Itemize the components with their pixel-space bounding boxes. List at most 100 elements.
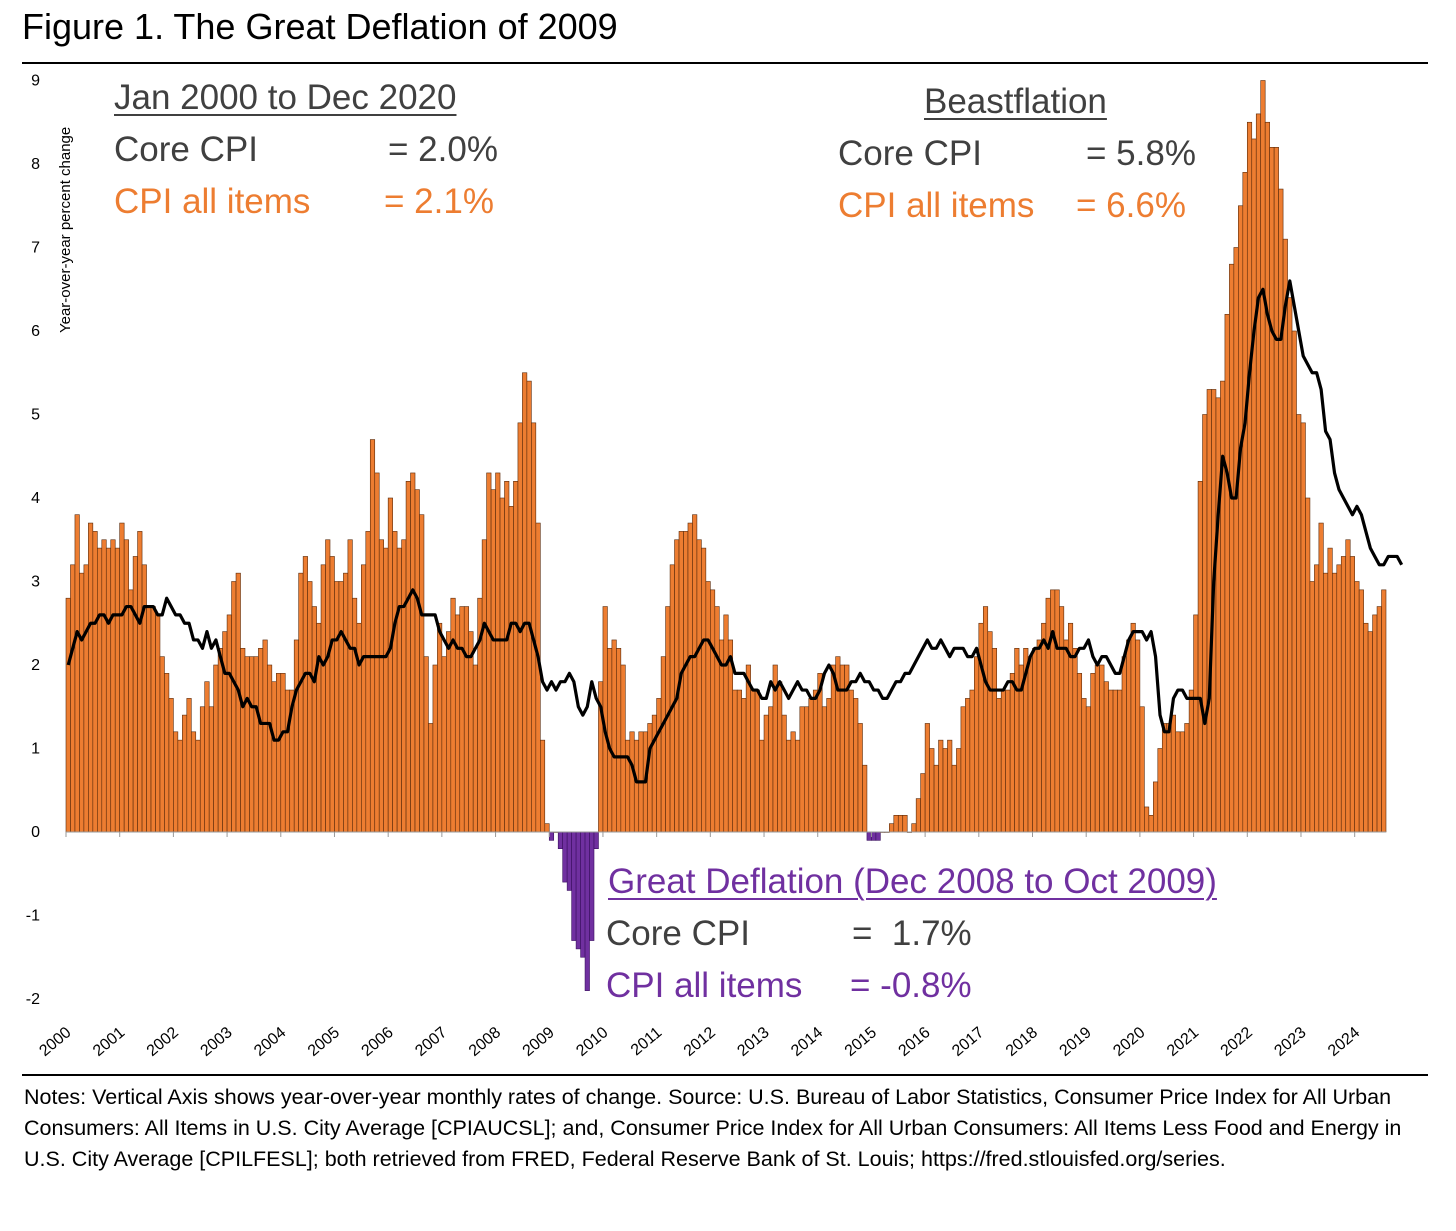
cpi-bar <box>329 556 335 833</box>
cpi-bar <box>625 739 631 833</box>
cpi-bar <box>714 606 720 833</box>
y-tick-label: 0 <box>31 824 40 841</box>
notes-text: Notes: Vertical Axis shows year-over-yea… <box>24 1085 1402 1171</box>
cpi-bar <box>804 706 810 833</box>
cpi-bar <box>1381 589 1387 833</box>
cpi-bar <box>1264 121 1270 833</box>
cpi-bar <box>1072 647 1078 833</box>
y-tick-label: 6 <box>31 323 40 340</box>
y-tick-label: 5 <box>31 407 40 424</box>
x-tick-label: 2003 <box>197 1024 235 1060</box>
cpi-bar <box>1090 673 1096 833</box>
cpi-bar <box>365 531 371 833</box>
cpi-bar <box>352 597 358 833</box>
cpi-bar <box>1220 380 1226 833</box>
cpi-bar <box>204 681 210 833</box>
cpi-bar <box>817 673 823 833</box>
x-tick-label: 2013 <box>734 1024 772 1060</box>
cpi-bar <box>302 556 308 833</box>
x-tick-label: 2022 <box>1218 1024 1256 1060</box>
cpi-bar <box>745 664 751 833</box>
x-tick-label: 2000 <box>36 1024 74 1060</box>
cpi-bar <box>1238 205 1244 833</box>
cpi-bar <box>441 656 447 833</box>
beast-all-value: = 6.6% <box>1076 186 1186 225</box>
cpi-bar <box>463 606 470 833</box>
cpi-bar <box>750 689 756 833</box>
y-axis-title: Year-over-year percent change <box>57 126 74 333</box>
cpi-bar <box>1179 731 1185 833</box>
beast-core-value: = 5.8% <box>1086 134 1196 173</box>
cpi-bar <box>307 581 313 833</box>
cpi-bar <box>1296 414 1302 833</box>
cpi-bar <box>821 706 827 833</box>
cpi-bar <box>1157 748 1163 833</box>
cpi-bar <box>311 606 317 833</box>
cpi-bar <box>862 764 868 833</box>
cpi-bar <box>1184 723 1190 833</box>
cpi-bar <box>701 547 707 833</box>
cpi-bar <box>410 472 416 833</box>
cpi-bar <box>620 664 626 833</box>
cpi-bar <box>495 472 501 833</box>
x-tick-label: 2024 <box>1325 1024 1363 1060</box>
cpi-bar <box>1027 656 1033 833</box>
cpi-bar <box>960 706 966 833</box>
cpi-bar <box>419 514 425 833</box>
cpi-bar <box>383 547 389 833</box>
cpi-bar <box>437 622 443 833</box>
y-tick-label: 8 <box>31 156 40 173</box>
cpi-bar <box>763 714 769 833</box>
cpi-bar <box>1336 564 1342 833</box>
cpi-bar <box>1291 330 1297 833</box>
period-heading: Jan 2000 to Dec 2020 <box>114 78 457 117</box>
cpi-bar <box>1358 589 1364 833</box>
cpi-bar <box>1318 522 1324 833</box>
x-tick-label: 2023 <box>1271 1024 1309 1060</box>
cpi-bar <box>1309 581 1315 833</box>
cpi-bar <box>1139 706 1145 833</box>
cpi-bar <box>490 489 496 833</box>
cpi-bar <box>481 539 487 833</box>
cpi-bar <box>459 606 465 833</box>
cpi-bar <box>1367 631 1373 833</box>
cpi-bar <box>857 723 863 833</box>
period-all-label: CPI all items <box>114 182 311 221</box>
cpi-bar <box>1103 681 1109 833</box>
cpi-bar <box>616 647 622 833</box>
cpi-bar <box>262 639 268 833</box>
cpi-bar <box>405 480 411 833</box>
cpi-bar <box>338 581 344 833</box>
cpi-bar <box>1009 673 1015 833</box>
cpi-bar <box>267 664 273 833</box>
cpi-bar <box>1121 656 1127 833</box>
x-tick-label: 2002 <box>144 1024 182 1060</box>
cpi-bar <box>808 698 814 833</box>
cpi-bar <box>947 739 953 833</box>
x-tick-label: 2010 <box>573 1024 611 1060</box>
cpi-bar <box>1269 147 1275 833</box>
chart-area: -2 -1 0 1 2 3 4 5 6 7 8 9 2000 2001 2002 2003 2004 2005 2… <box>26 73 1404 1060</box>
cpi-bar <box>902 814 908 833</box>
cpi-bar <box>584 831 590 991</box>
cpi-bar <box>938 739 944 833</box>
cpi-bar <box>633 739 640 833</box>
cpi-bar <box>128 589 134 833</box>
cpi-bar <box>1376 606 1382 833</box>
cpi-bar <box>718 639 725 833</box>
figure-title: Figure 1. The Great Deflation of 2009 <box>22 6 618 47</box>
cpi-bar <box>231 581 237 833</box>
x-tick-label: 2004 <box>251 1024 289 1060</box>
cpi-bar <box>593 831 599 850</box>
cpi-bar <box>173 731 179 833</box>
x-tick-label: 2006 <box>359 1024 397 1060</box>
cpi-bar <box>1112 689 1118 833</box>
cpi-bar <box>589 831 595 941</box>
cpi-bar <box>508 506 514 833</box>
cpi-bar <box>1144 806 1150 833</box>
x-tick-label: 2001 <box>90 1024 128 1060</box>
cpi-bar <box>83 564 89 833</box>
cpi-bar <box>911 823 917 833</box>
cpi-bar <box>132 556 138 833</box>
cpi-bar <box>159 656 165 833</box>
